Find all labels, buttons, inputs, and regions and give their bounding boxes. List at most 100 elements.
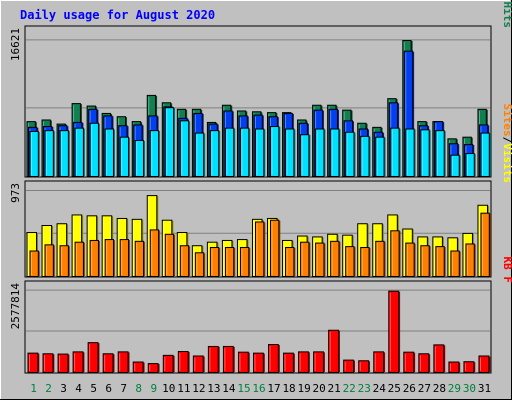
panel-hits-legend-part-4: Hits xyxy=(501,2,512,29)
bar-body xyxy=(59,245,69,277)
bar-body xyxy=(89,122,99,177)
bar-body xyxy=(177,351,189,374)
panel-visits-bar-sites-day-15 xyxy=(239,246,251,277)
x-tick-label-day-26: 26 xyxy=(403,382,416,395)
panel-visits-bar-sites-day-7 xyxy=(119,239,131,277)
panel-hits-bar-pages-day-27 xyxy=(420,129,431,178)
bar-body xyxy=(117,351,129,373)
panel-kbytes-bar-kb-f-day-25 xyxy=(388,290,401,373)
x-tick-label-day-31: 31 xyxy=(478,382,491,395)
bar-body xyxy=(315,242,325,277)
x-tick-label-day-23: 23 xyxy=(358,382,371,395)
bar-body xyxy=(42,353,54,373)
panel-kbytes-bar-kb-f-day-12 xyxy=(192,355,205,374)
panel-visits-bar-sites-day-8 xyxy=(134,240,146,277)
panel-hits-bar-pages-day-22 xyxy=(345,131,356,178)
bar-body xyxy=(134,139,145,178)
panel-kbytes-bar-kb-f-day-26 xyxy=(403,351,416,373)
bar-body xyxy=(390,127,400,178)
bar-body xyxy=(74,127,84,178)
bar-body xyxy=(268,344,279,373)
panel-visits-bar-sites-day-4 xyxy=(74,241,85,278)
panel-hits-bar-pages-day-2 xyxy=(44,130,55,177)
x-tick-label-day-9: 9 xyxy=(150,382,157,395)
bar-body xyxy=(373,351,385,373)
bar-body xyxy=(465,243,475,278)
bar-body xyxy=(418,353,430,373)
bar-body xyxy=(194,252,205,278)
panel-hits-bar-pages-day-13 xyxy=(209,130,221,177)
bar-body xyxy=(450,250,460,277)
bar-body xyxy=(147,363,159,373)
bar-body xyxy=(463,361,475,374)
bar-body xyxy=(209,246,220,277)
panel-visits-legend-part-2: Visits xyxy=(501,143,512,183)
bar-body xyxy=(270,219,280,277)
panel-kbytes-bar-kb-f-day-1 xyxy=(27,352,40,373)
x-tick-label-day-7: 7 xyxy=(120,382,127,395)
bar-body xyxy=(134,240,145,277)
panel-hits-bar-pages-day-17 xyxy=(270,126,281,177)
bar-body xyxy=(252,352,264,373)
bar-body xyxy=(29,250,39,277)
bar-body xyxy=(254,128,265,177)
panel-hits-bar-pages-day-26 xyxy=(405,128,416,177)
bar-body xyxy=(119,136,130,177)
panel-visits-bar-sites-day-22 xyxy=(345,246,356,278)
bar-body xyxy=(375,240,385,277)
x-tick-label-day-17: 17 xyxy=(267,382,280,395)
panel-kbytes-bar-kb-f-day-6 xyxy=(102,353,115,373)
panel-kbytes-bar-kb-f-day-16 xyxy=(252,352,265,373)
chart-title: Daily usage for August 2020 xyxy=(20,8,215,22)
x-tick-label-day-24: 24 xyxy=(373,382,387,395)
panel-hits-bar-pages-day-14 xyxy=(224,127,236,178)
panel-visits-bar-sites-day-26 xyxy=(405,242,416,277)
panel-kbytes-bar-kb-f-day-7 xyxy=(117,351,130,373)
bar-body xyxy=(59,130,69,177)
bar-body xyxy=(74,241,84,278)
x-tick-label-day-28: 28 xyxy=(433,382,446,395)
panel-visits-bar-sites-day-1 xyxy=(29,250,40,277)
bar-body xyxy=(222,345,234,373)
x-tick-label-day-13: 13 xyxy=(207,382,220,395)
panel-hits-bar-pages-day-7 xyxy=(119,136,131,177)
x-tick-label-day-21: 21 xyxy=(328,382,341,395)
x-tick-label-day-6: 6 xyxy=(105,382,112,395)
panel-kbytes-bar-kb-f-day-15 xyxy=(237,351,250,373)
panel-hits-bar-pages-day-31 xyxy=(480,132,491,177)
panel-visits: 973 Sites/Visits xyxy=(9,104,512,278)
bar-body xyxy=(87,342,99,374)
panel-visits-bar-sites-day-31 xyxy=(480,212,491,278)
bar-body xyxy=(360,246,370,277)
panel-kbytes-bar-kb-f-day-2 xyxy=(42,353,55,373)
panel-hits-bar-pages-day-1 xyxy=(29,130,40,177)
panel-kbytes-bar-kb-f-day-4 xyxy=(72,351,85,373)
bar-body xyxy=(162,354,174,373)
panel-visits-bar-sites-day-28 xyxy=(435,246,446,278)
bar-body xyxy=(224,127,235,178)
panel-kbytes-bar-kb-f-day-9 xyxy=(147,363,160,373)
x-tick-label-day-11: 11 xyxy=(177,382,190,395)
panel-hits-legend-part-3: / xyxy=(501,0,512,2)
panel-kbytes-legend-part-1 xyxy=(501,270,512,277)
panel-visits-bar-sites-day-16 xyxy=(254,221,266,277)
panel-kbytes-bar-kb-f-day-5 xyxy=(87,342,100,374)
panel-hits-bar-pages-day-3 xyxy=(59,130,70,177)
x-tick-label-day-10: 10 xyxy=(162,382,175,395)
bar-body xyxy=(345,246,355,278)
x-tick-label-day-22: 22 xyxy=(343,382,356,395)
bar-body xyxy=(358,360,370,373)
panel-hits-bar-pages-day-28 xyxy=(435,130,446,177)
panel-visits-bar-sites-day-21 xyxy=(330,240,341,277)
bar-body xyxy=(330,240,340,277)
panel-kbytes-bar-kb-f-day-13 xyxy=(207,345,220,373)
panel-hits-bar-pages-day-20 xyxy=(315,128,326,177)
panel-visits-bar-sites-day-23 xyxy=(360,246,371,277)
bar-body xyxy=(300,134,310,177)
panel-visits-bar-sites-day-27 xyxy=(420,245,431,277)
bar-body xyxy=(405,242,415,277)
panel-kbytes-bar-kb-f-day-22 xyxy=(343,359,356,374)
bar-body xyxy=(72,351,84,373)
panel-visits-bar-sites-day-19 xyxy=(300,241,311,278)
panel-visits-bar-sites-day-2 xyxy=(44,244,55,277)
